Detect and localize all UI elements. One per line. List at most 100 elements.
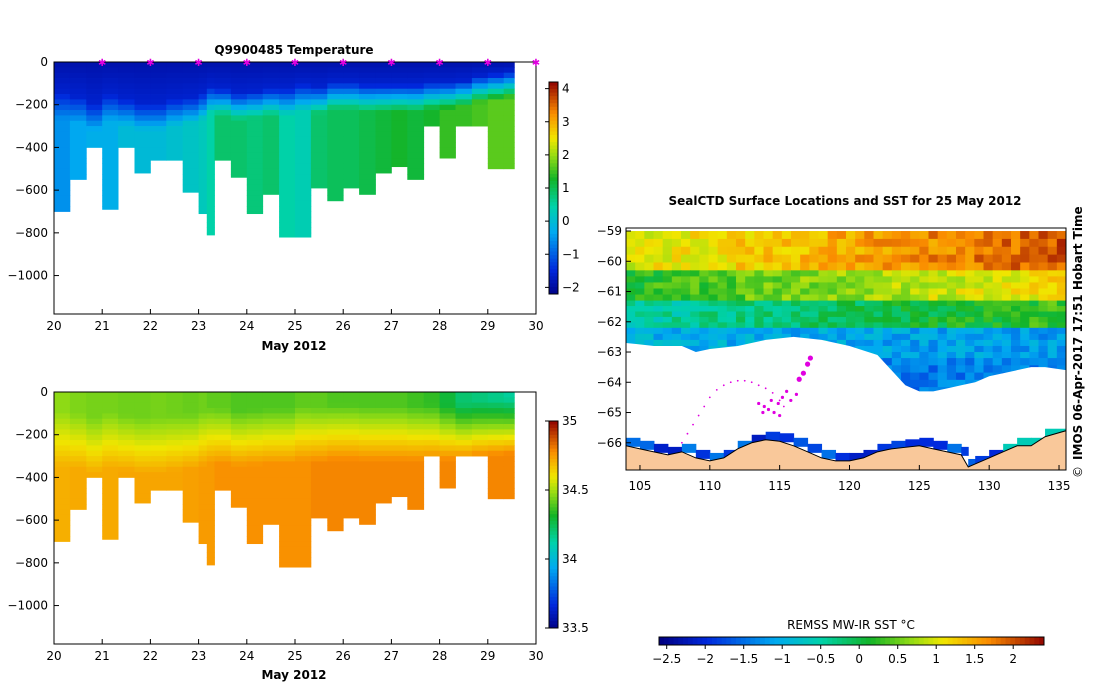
section-cell: [295, 158, 312, 164]
section-cell: [375, 62, 392, 68]
sst-cell: [919, 311, 930, 318]
section-cell: [262, 126, 280, 132]
section-cell: [327, 110, 344, 116]
sst-cell: [937, 288, 948, 296]
sst-cell: [690, 327, 700, 335]
sst-cell: [974, 316, 985, 323]
section-cell: [214, 67, 232, 74]
sst-cell: [937, 345, 948, 353]
section-cell: [343, 456, 360, 462]
sst-cell: [827, 238, 838, 248]
sst-cell: [772, 262, 783, 271]
section-cell: [295, 216, 312, 223]
sst-cell: [1056, 262, 1066, 271]
sst-cell: [965, 327, 975, 335]
colorbar-segment: [549, 565, 558, 570]
section-cell: [391, 440, 408, 446]
sst-cell: [800, 262, 810, 271]
section-cell: [295, 562, 312, 568]
section-cell: [343, 466, 360, 473]
sst-cell: [836, 254, 847, 264]
sst-cell: [818, 254, 829, 264]
colorbar-segment: [549, 572, 558, 577]
section-cell: [150, 67, 167, 74]
sst-colorbar-segment: [755, 637, 761, 645]
section-cell: [86, 440, 103, 446]
section-cell: [439, 434, 456, 441]
x-tick-label: 24: [239, 319, 254, 333]
section-cell: [391, 136, 408, 143]
sst-cell: [809, 288, 820, 296]
section-cell: [407, 163, 425, 170]
sst-cell: [1047, 345, 1058, 353]
section-cell: [343, 418, 360, 425]
sst-cell: [919, 345, 930, 353]
sst-cell: [690, 276, 700, 284]
profile-marker: ✱: [146, 58, 154, 69]
section-cell: [198, 200, 208, 207]
section-cell: [150, 94, 167, 100]
sst-cell: [928, 352, 939, 359]
sst-cell: [901, 282, 911, 290]
section-cell: [150, 392, 167, 398]
sst-cell: [882, 322, 893, 329]
sst-cell: [681, 333, 691, 341]
section-cell: [359, 83, 376, 90]
sst-cell: [846, 333, 856, 341]
sst-cell: [983, 372, 994, 381]
sst-cell: [937, 276, 948, 284]
colorbar-segment: [549, 120, 558, 125]
sst-cell: [974, 358, 985, 366]
section-cell: [279, 147, 296, 154]
section-cell: [487, 62, 505, 68]
sst-cell: [717, 294, 728, 302]
section-cell: [487, 482, 505, 489]
sst-cell: [965, 294, 975, 302]
sst-cell: [772, 238, 783, 248]
colorbar-segment: [549, 113, 558, 118]
sst-cell: [662, 333, 673, 341]
section-cell: [391, 120, 408, 127]
sst-cell: [818, 288, 829, 296]
section-cell: [246, 488, 264, 494]
sst-colorbar-segment: [779, 637, 785, 645]
sst-cell: [956, 365, 966, 374]
section-cell: [69, 67, 87, 74]
section-cell: [134, 408, 151, 414]
sst-cell: [1056, 358, 1066, 366]
sst-cell: [809, 246, 820, 256]
section-cell: [166, 88, 184, 95]
sst-cell: [937, 372, 948, 381]
sst-cell: [699, 246, 710, 256]
sst-cell: [635, 262, 645, 271]
section-cell: [310, 429, 328, 436]
section-cell: [134, 78, 151, 84]
section-cell: [343, 514, 360, 519]
section-cell: [198, 158, 208, 164]
section-cell: [439, 88, 456, 95]
section-cell: [230, 498, 248, 505]
section-cell: [198, 434, 208, 441]
sst-cell: [855, 316, 865, 323]
sst-cell: [937, 333, 948, 341]
sst-cell: [671, 238, 682, 248]
x-tick-label: 25: [287, 319, 302, 333]
x-tick-label: 21: [95, 319, 110, 333]
section-cell: [69, 402, 87, 409]
sst-cell: [836, 231, 847, 240]
sst-cell: [901, 327, 911, 335]
section-cell: [359, 450, 376, 457]
section-cell: [214, 450, 232, 457]
sst-cell: [836, 322, 847, 329]
x-tick-label: 20: [46, 319, 61, 333]
colorbar-segment: [549, 251, 558, 256]
section-cell: [118, 461, 135, 468]
sst-cell: [699, 276, 710, 284]
sst-cell: [736, 327, 746, 335]
colorbar-segment: [549, 500, 558, 505]
sst-cell: [690, 333, 700, 341]
section-cell: [295, 206, 312, 212]
section-cell: [295, 88, 312, 95]
section-cell: [102, 62, 119, 68]
